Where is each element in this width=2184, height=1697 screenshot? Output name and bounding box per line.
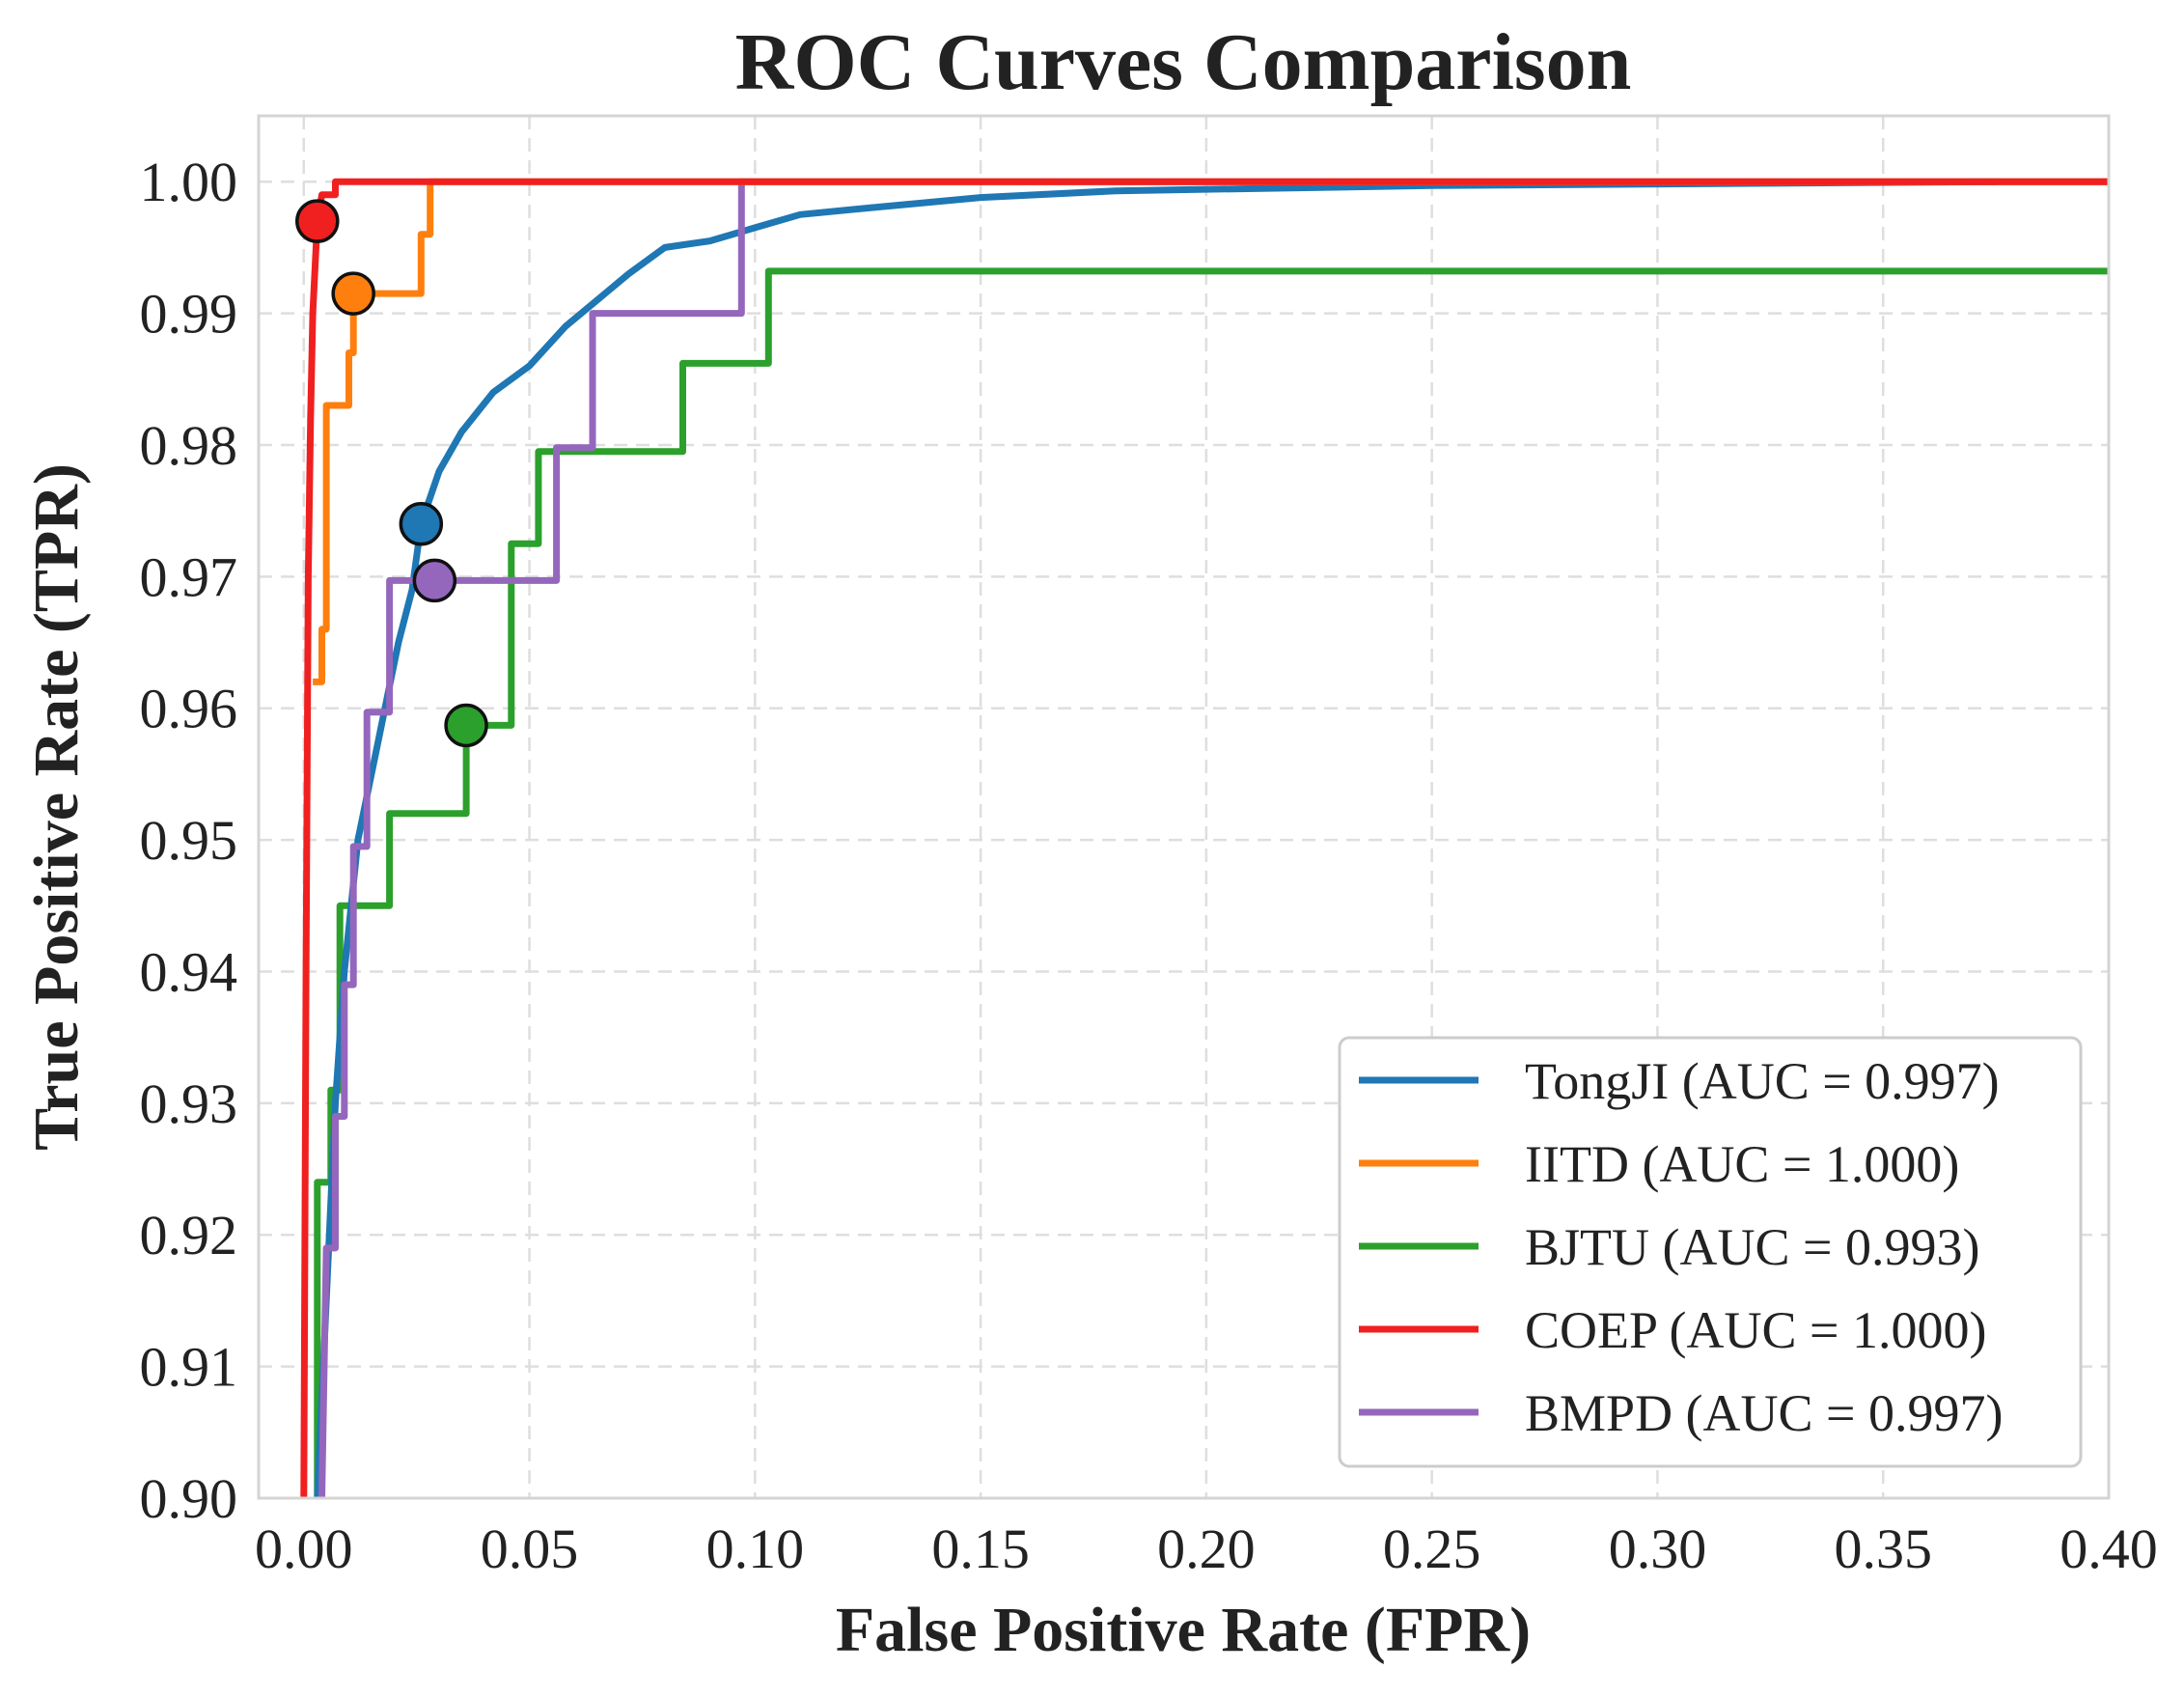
x-tick-label: 0.20 [1157,1517,1256,1580]
legend: TongJI (AUC = 0.997) IITD (AUC = 1.000) BJ… [1338,1036,2083,1468]
operating-point-marker [412,558,457,603]
x-tick-labels: 0.00 0.05 0.10 0.15 0.20 0.25 0.30 0.35 0.40 [255,1517,2158,1580]
x-tick-label: 0.05 [481,1517,579,1580]
operating-point-marker [331,271,375,316]
x-tick-label: 0.35 [1834,1517,1932,1580]
y-tick-label: 0.97 [140,545,238,608]
y-tick-label: 0.90 [140,1467,238,1530]
x-tick-label: 0.10 [706,1517,805,1580]
y-tick-label: 0.96 [140,678,238,740]
series-line-1 [313,178,2109,685]
y-tick-label: 0.93 [140,1072,238,1135]
x-tick-label: 0.25 [1383,1517,1481,1580]
y-tick-label: 0.95 [140,809,238,872]
x-tick-label: 0.40 [2060,1517,2158,1580]
legend-label: BMPD (AUC = 0.997) [1525,1384,2004,1442]
legend-label: COEP (AUC = 1.000) [1525,1301,1986,1359]
y-tick-label: 0.92 [140,1204,238,1266]
y-tick-labels: 0.90 0.91 0.92 0.93 0.94 0.95 0.96 0.97 0.98 0.99… [140,151,238,1530]
series-line-0 [314,178,1997,1499]
y-tick-label: 0.94 [140,940,238,1003]
y-tick-label: 0.91 [140,1336,238,1399]
legend-label: IITD (AUC = 1.000) [1525,1135,1959,1193]
y-tick-label: 1.00 [140,151,238,213]
legend-label: BJTU (AUC = 0.993) [1525,1218,1979,1276]
series-line-4 [318,178,2109,1499]
operating-point-marker [444,703,488,748]
operating-point-marker [399,502,444,546]
x-tick-label: 0.15 [931,1517,1030,1580]
y-axis-label: True Positive Rate (TPR) [21,463,92,1151]
x-tick-label: 0.00 [255,1517,353,1580]
x-axis-label: False Positive Rate (FPR) [836,1595,1531,1665]
operating-point-marker [295,199,340,243]
legend-box [1338,1036,2083,1468]
x-tick-label: 0.30 [1609,1517,1707,1580]
y-tick-label: 0.99 [140,283,238,346]
plot-frame [257,114,2111,1500]
y-tick-label: 0.98 [140,414,238,477]
legend-label: TongJI (AUC = 0.997) [1525,1052,2000,1110]
series-line-3 [300,178,2109,1499]
chart-title: ROC Curves Comparison [735,17,1632,107]
marker-layer [295,199,488,748]
